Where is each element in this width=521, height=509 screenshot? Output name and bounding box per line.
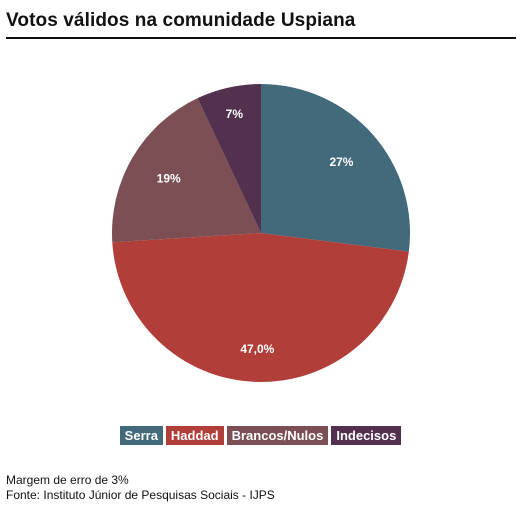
title-underline [6, 37, 516, 39]
slice-label-haddad: 47,0% [240, 342, 274, 356]
chart-title: Votos válidos na comunidade Uspiana [6, 10, 356, 31]
source-note: Fonte: Instituto Júnior de Pesquisas Soc… [6, 488, 275, 502]
chart-legend: Serra Haddad Brancos/Nulos Indecisos [0, 426, 521, 445]
pie-chart: 27% 47,0% 19% 7% [112, 84, 410, 383]
slice-label-brancos-nulos: 19% [157, 171, 181, 185]
slice-label-indecisos: 7% [226, 107, 244, 121]
pie-slice-haddad [112, 233, 409, 383]
margin-of-error-note: Margem de erro de 3% [6, 473, 129, 487]
pie-slice-serra [261, 84, 410, 252]
legend-item-indecisos: Indecisos [331, 426, 402, 445]
legend-item-haddad: Haddad [165, 426, 224, 445]
legend-item-serra: Serra [119, 426, 163, 445]
legend-item-brancos-nulos: Brancos/Nulos [226, 426, 329, 445]
pie-slice-brancos-nulos [112, 98, 261, 243]
pie-slice-indecisos [197, 84, 261, 233]
slice-label-serra: 27% [329, 155, 353, 169]
